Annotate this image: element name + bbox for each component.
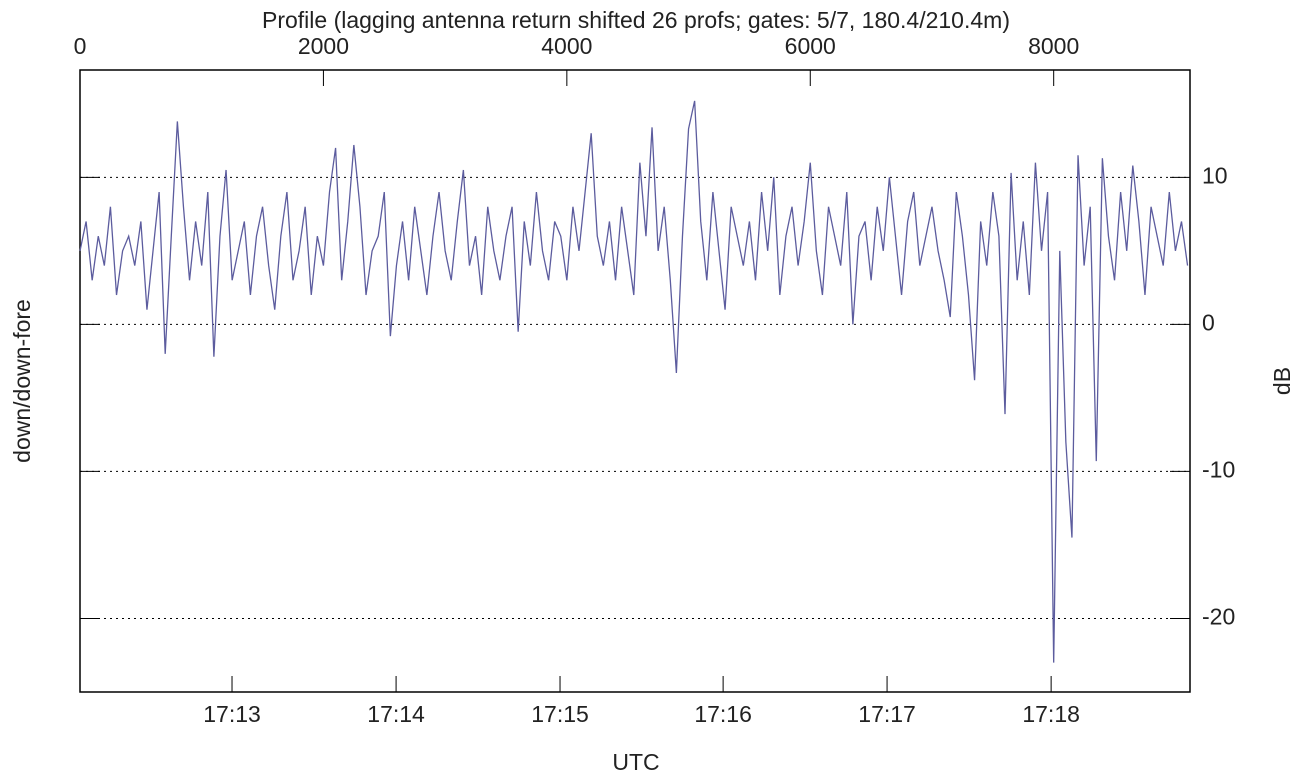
x-tick-label: 8000: [1028, 33, 1079, 59]
plot-frame: [79, 69, 1191, 693]
chart-title: Profile (lagging antenna return shifted …: [262, 7, 1010, 33]
y2-tick-label: -10: [1202, 457, 1235, 483]
y2-tick-label: 10: [1202, 162, 1228, 188]
x-axis-label: UTC: [612, 749, 659, 775]
x-tick-label: 6000: [785, 33, 836, 59]
x-tick-label: 2000: [298, 33, 349, 59]
y2-tick-label: 0: [1202, 309, 1215, 335]
y-axis-label: down/down-fore: [9, 299, 35, 463]
y2-axis-label: dB: [1269, 367, 1295, 395]
x2-tick-label: 17:15: [531, 701, 589, 727]
x2-tick-label: 17:14: [367, 701, 425, 727]
y2-tick-label: -20: [1202, 604, 1235, 630]
x2-tick-label: 17:17: [858, 701, 916, 727]
data-line: [79, 100, 1189, 663]
x2-tick-label: 17:16: [694, 701, 752, 727]
x-tick-label: 0: [74, 33, 87, 59]
x2-tick-label: 17:18: [1022, 701, 1080, 727]
x-tick-label: 4000: [541, 33, 592, 59]
x2-tick-label: 17:13: [203, 701, 261, 727]
